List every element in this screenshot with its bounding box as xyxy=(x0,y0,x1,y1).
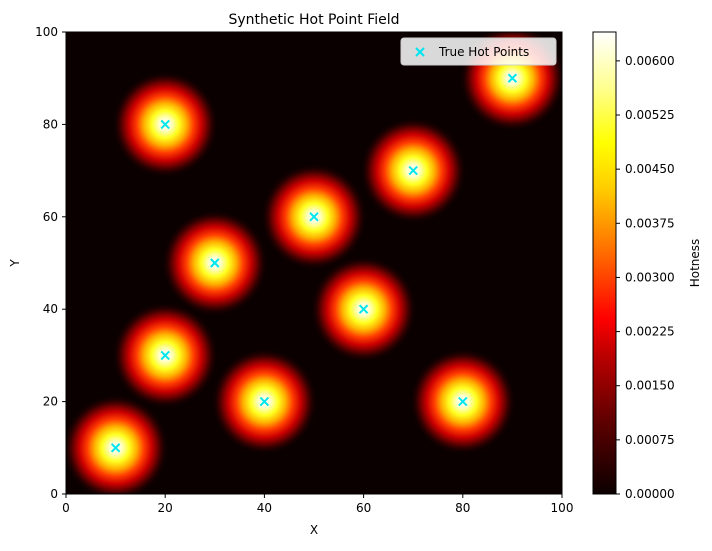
y-tick-label: 60 xyxy=(43,210,58,224)
colorbar-tick-label: 0.00150 xyxy=(625,379,675,393)
x-tick-label: 60 xyxy=(356,501,371,515)
x-axis-label: X xyxy=(310,523,318,537)
hot-point-marker xyxy=(507,73,518,83)
legend: True Hot Points xyxy=(400,37,557,66)
hot-point-marker xyxy=(160,350,170,361)
hot-point-marker xyxy=(210,258,220,268)
x-tick-label: 100 xyxy=(551,501,574,515)
legend-marker xyxy=(415,47,425,57)
y-axis: 0 20 40 60 80 100 xyxy=(35,25,66,501)
legend-box xyxy=(400,37,557,66)
y-tick-label: 100 xyxy=(35,25,58,39)
hot-point-marker xyxy=(458,396,468,407)
hot-point-marker xyxy=(358,304,369,314)
hot-point-marker xyxy=(309,212,319,222)
colorbar-tick-label: 0.00525 xyxy=(625,108,675,122)
hot-point-marker xyxy=(408,165,418,176)
x-axis: 0 20 40 60 80 100 xyxy=(62,494,573,515)
x-tick-label: 0 xyxy=(62,501,70,515)
colorbar: 0.00000 0.00075 0.00150 0.00225 0.00300 0.003… xyxy=(592,31,675,501)
y-tick-label: 20 xyxy=(43,395,58,409)
y-axis-label: Y xyxy=(8,259,22,268)
plot-area xyxy=(65,31,563,495)
hot-point-marker xyxy=(160,119,170,130)
hot-point-marker xyxy=(110,443,121,453)
legend-label: True Hot Points xyxy=(438,45,529,59)
y-tick-label: 80 xyxy=(43,117,58,131)
colorbar-tick-label: 0.00600 xyxy=(625,54,675,68)
y-tick-label: 40 xyxy=(43,302,58,316)
colorbar-tick-label: 0.00300 xyxy=(625,270,675,284)
colorbar-tick-label: 0.00225 xyxy=(625,325,675,339)
hot-point-marker xyxy=(259,396,270,407)
x-tick-label: 80 xyxy=(455,501,470,515)
chart-title: Synthetic Hot Point Field xyxy=(228,12,399,28)
colorbar-gradient xyxy=(592,31,617,495)
colorbar-label: Hotness xyxy=(688,239,702,288)
colorbar-tick-label: 0.00375 xyxy=(625,216,675,230)
colorbar-tick-label: 0.00450 xyxy=(625,162,675,176)
plot-frame xyxy=(65,31,563,495)
colorbar-tick-label: 0.00000 xyxy=(625,487,675,501)
x-tick-label: 20 xyxy=(158,501,173,515)
heat-blob xyxy=(66,394,169,494)
colorbar-tick-label: 0.00075 xyxy=(625,433,675,447)
x-tick-label: 40 xyxy=(257,501,272,515)
hot-point-markers xyxy=(110,73,518,453)
y-tick-label: 0 xyxy=(50,487,58,501)
